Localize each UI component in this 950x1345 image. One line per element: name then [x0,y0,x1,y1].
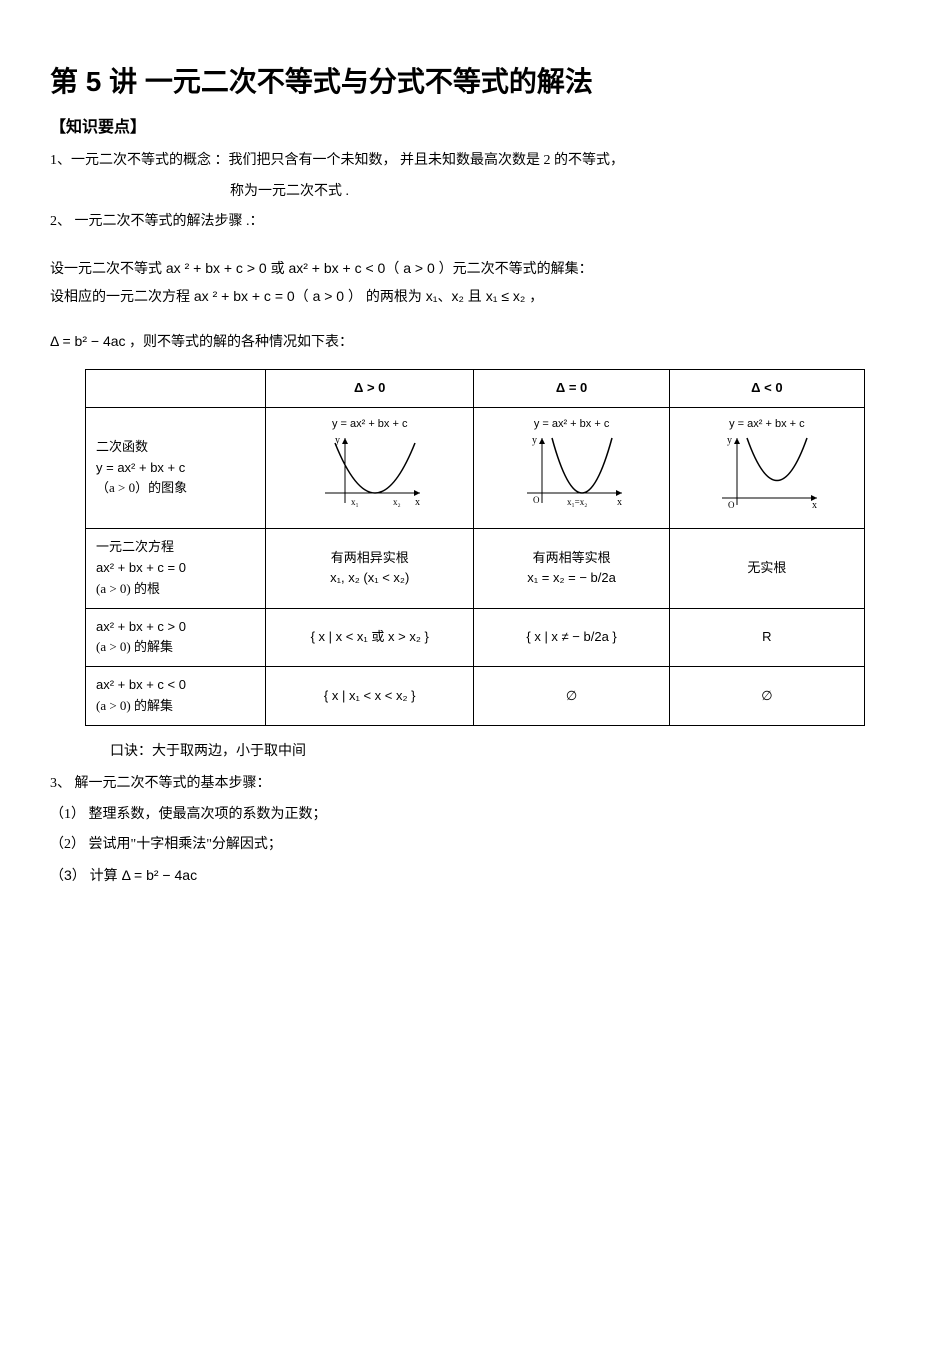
svg-text:y: y [532,435,537,446]
graph-no-root: y = ax² + bx + c x y O [669,407,864,528]
graph-one-root: y = ax² + bx + c x y O x₁=x₂ [474,407,669,528]
math-line-2: 设相应的一元二次方程 ax ² + bx + c = 0（ a > 0 ） 的两… [50,282,900,310]
basic-steps-heading: 3、 解一元二次不等式的基本步骤： [50,773,900,795]
table-header-row: Δ > 0 Δ = 0 Δ < 0 [86,369,865,407]
r2-lb: ax² + bx + c = 0 [96,558,259,579]
r1-lb: y = ax² + bx + c [96,458,259,479]
r4-la: ax² + bx + c < 0 [96,675,259,696]
table-row-gt: ax² + bx + c > 0 (a > 0) 的解集 { x | x < x… [86,608,865,667]
r1c3-eq: y = ax² + bx + c [676,416,858,434]
table-row-lt: ax² + bx + c < 0 (a > 0) 的解集 { x | x₁ < … [86,667,865,726]
concept-line-2: 称为一元二次不式 . [50,181,900,203]
step-3: （3） 计算 Δ = b² − 4ac [50,864,900,886]
ml1-b: ² + bx + c > 0 或 ax² + bx + c < 0（ a > 0… [185,260,593,276]
r2c1a: 有两相异实根 [272,548,467,569]
th-delta-eq: Δ = 0 [474,369,669,407]
concept-line-1: 1、一元二次不等式的概念 ：我们把只含有一个未知数， 并且未知数最高次数是 2 … [50,150,900,172]
gt-one: { x | x ≠ − b/2a } [474,608,669,667]
parabola-one-root-icon: x y O x₁=x₂ [517,433,627,513]
r2c2b: x₁ = x₂ = − b/2a [480,568,662,589]
table-intro: Δ = b² − 4ac ，则不等式的解的各种情况如下表： [50,330,900,354]
discriminant-formula: Δ = b² − 4ac [50,333,126,349]
lt-none: ∅ [669,667,864,726]
table-intro-tail: ，则不等式的解的各种情况如下表： [129,335,353,350]
roots-none: 无实根 [669,529,864,608]
th-delta-lt: Δ < 0 [669,369,864,407]
ml2-b: ² + bx + c = 0（ a > 0 ） [213,288,362,304]
gt-none: R [669,608,864,667]
svg-text:O: O [533,495,540,505]
gt-row-label: ax² + bx + c > 0 (a > 0) 的解集 [86,608,266,667]
svg-text:x: x [617,497,622,508]
svg-text:x: x [415,497,420,508]
svg-text:x₁: x₁ [351,497,359,507]
graph-row-label: 二次函数 y = ax² + bx + c （a > 0）的图象 [86,407,266,528]
page-title: 第 5 讲 一元二次不等式与分式不等式的解法 [50,60,900,105]
r3-la: ax² + bx + c > 0 [96,617,259,638]
gt-two: { x | x < x₁ 或 x > x₂ } [266,608,474,667]
steps-heading: 2、 一元二次不等式的解法步骤 .： [50,211,900,233]
th-blank [86,369,266,407]
r2c2a: 有两相等实根 [480,548,662,569]
table-row-graph: 二次函数 y = ax² + bx + c （a > 0）的图象 y = ax²… [86,407,865,528]
section-heading: 【知识要点】 [50,115,900,141]
r1c2-eq: y = ax² + bx + c [480,416,662,434]
r1-la: 二次函数 [96,437,259,458]
step-2: （2） 尝试用"十字相乘法"分解因式； [50,834,900,856]
roots-two: 有两相异实根 x₁, x₂ (x₁ < x₂) [266,529,474,608]
r4-lb: (a > 0) 的解集 [96,696,259,717]
svg-text:x₁=x₂: x₁=x₂ [567,497,587,507]
r3-lb: (a > 0) 的解集 [96,637,259,658]
r2-la: 一元二次方程 [96,537,259,558]
step-1: （1） 整理系数，使最高次项的系数为正数； [50,804,900,826]
graph-two-roots: y = ax² + bx + c x y x₁ x₂ [266,407,474,528]
ml1-a: 设一元二次不等式 ax [50,260,181,276]
r2-lc: (a > 0) 的根 [96,579,259,600]
lt-two: { x | x₁ < x < x₂ } [266,667,474,726]
r1c1-eq: y = ax² + bx + c [272,416,467,434]
parabola-two-roots-icon: x y x₁ x₂ [315,433,425,513]
r2c1b: x₁, x₂ (x₁ < x₂) [272,568,467,589]
svg-text:y: y [727,435,732,446]
ml2-a: 设相应的一元二次方程 ax [50,288,209,304]
inequality-setup: 设一元二次不等式 ax ² + bx + c > 0 或 ax² + bx + … [50,254,900,310]
ml2-c: 的两根为 x₁、x₂ 且 x₁ ≤ x₂ ， [366,288,543,304]
parabola-no-root-icon: x y O [712,433,822,513]
svg-text:O: O [728,500,735,510]
table-row-roots: 一元二次方程 ax² + bx + c = 0 (a > 0) 的根 有两相异实… [86,529,865,608]
solution-table: Δ > 0 Δ = 0 Δ < 0 二次函数 y = ax² + bx + c … [85,369,865,726]
r1-lc: （a > 0）的图象 [96,478,259,499]
lt-one: ∅ [474,667,669,726]
mnemonic-tip: 口诀：大于取两边，小于取中间 [110,741,900,763]
svg-text:y: y [335,435,340,446]
lt-row-label: ax² + bx + c < 0 (a > 0) 的解集 [86,667,266,726]
roots-one: 有两相等实根 x₁ = x₂ = − b/2a [474,529,669,608]
svg-text:x: x [812,500,817,511]
th-delta-gt: Δ > 0 [266,369,474,407]
math-line-1: 设一元二次不等式 ax ² + bx + c > 0 或 ax² + bx + … [50,254,900,282]
svg-text:x₂: x₂ [393,497,401,507]
roots-row-label: 一元二次方程 ax² + bx + c = 0 (a > 0) 的根 [86,529,266,608]
